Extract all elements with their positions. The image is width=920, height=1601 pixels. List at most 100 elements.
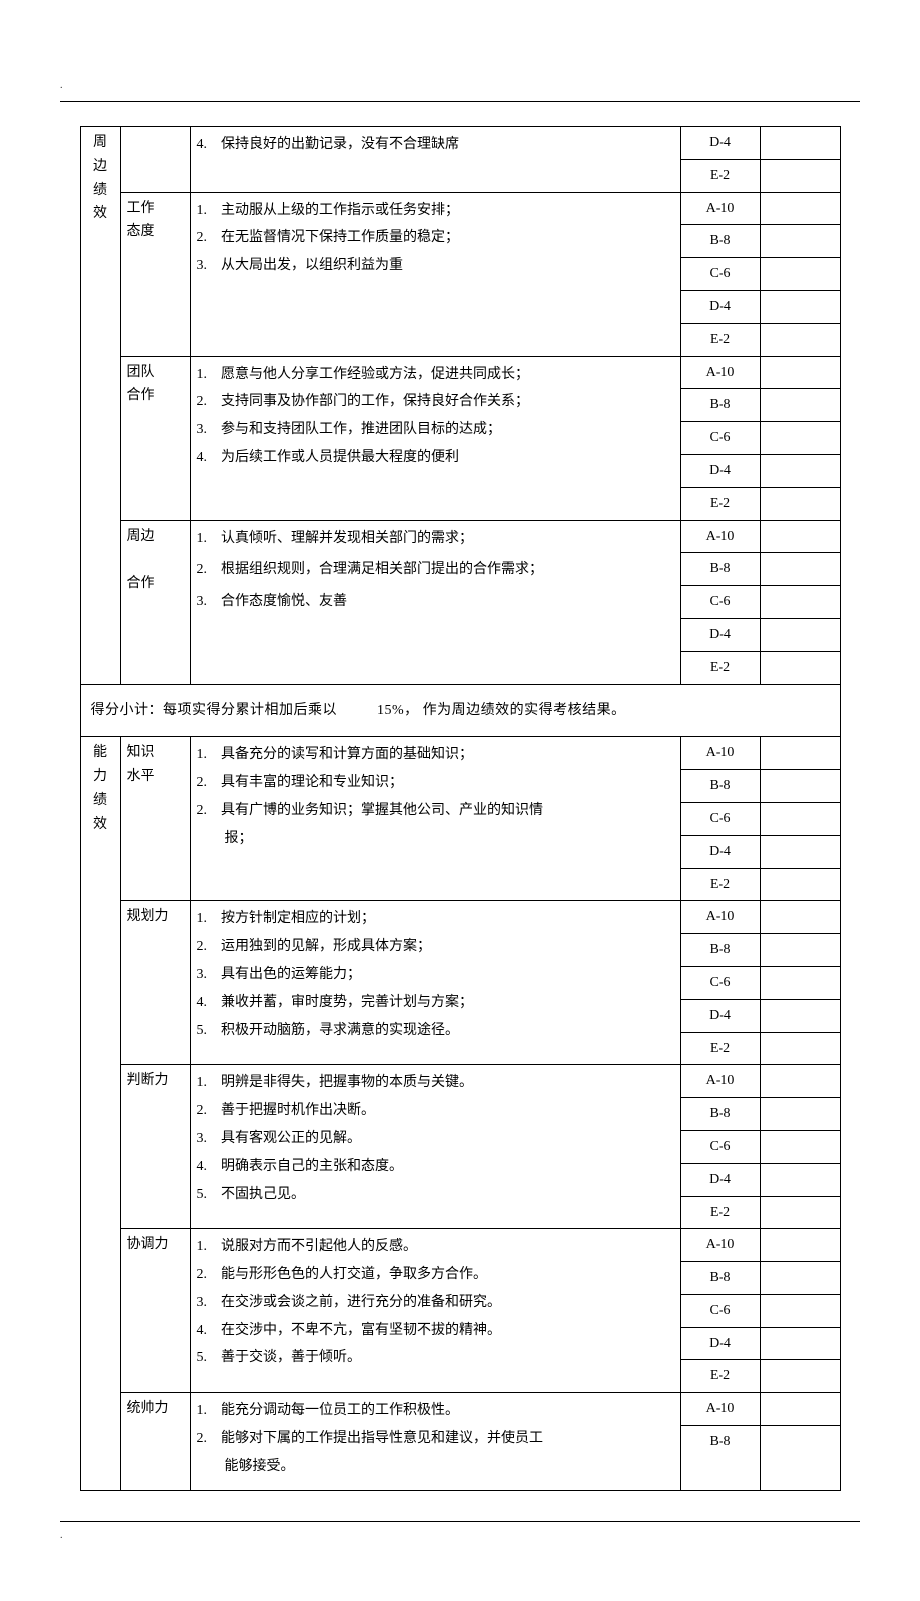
score-blank <box>760 999 840 1032</box>
table-row: 规划力1. 按方针制定相应的计划；2. 运用独到的见解，形成具体方案；3. 具有… <box>80 901 840 934</box>
grade-option: C-6 <box>680 422 760 455</box>
header-dot: . <box>60 80 920 91</box>
grade-option: D-4 <box>680 290 760 323</box>
category-label: 周边绩效 <box>80 127 120 685</box>
score-blank <box>760 835 840 868</box>
table-row: 周边绩效4. 保持良好的出勤记录，没有不合理缺席D-4 <box>80 127 840 160</box>
grade-option: B-8 <box>680 389 760 422</box>
grade-option: D-4 <box>680 1327 760 1360</box>
table-row: 协调力1. 说服对方而不引起他人的反感。2. 能与形形色色的人打交道，争取多方合… <box>80 1229 840 1262</box>
score-blank <box>760 901 840 934</box>
grade-option: B-8 <box>680 770 760 803</box>
subcategory-label: 统帅力 <box>120 1393 190 1490</box>
subcategory-label: 工作态度 <box>120 192 190 356</box>
grade-option: E-2 <box>680 868 760 901</box>
grade-option: E-2 <box>680 487 760 520</box>
subtotal-row: 得分小计：每项实得分累计相加后乘以15%， 作为周边绩效的实得考核结果。 <box>80 684 840 737</box>
document-page: . 周边绩效4. 保持良好的出勤记录，没有不合理缺席D-4E-2工作态度1. 主… <box>0 0 920 1601</box>
subcategory-label: 协调力 <box>120 1229 190 1393</box>
grade-option: C-6 <box>680 802 760 835</box>
grade-option: A-10 <box>680 737 760 770</box>
grade-option: D-4 <box>680 127 760 160</box>
score-blank <box>760 1065 840 1098</box>
score-blank <box>760 487 840 520</box>
score-blank <box>760 1032 840 1065</box>
grade-option: C-6 <box>680 258 760 291</box>
grade-option: A-10 <box>680 1229 760 1262</box>
grade-option: A-10 <box>680 356 760 389</box>
grade-option: A-10 <box>680 192 760 225</box>
table-row: 能力绩效知识水平1. 具备充分的读写和计算方面的基础知识；2. 具有丰富的理论和… <box>80 737 840 770</box>
score-blank <box>760 192 840 225</box>
criteria-description: 1. 按方针制定相应的计划；2. 运用独到的见解，形成具体方案；3. 具有出色的… <box>190 901 680 1065</box>
score-blank <box>760 225 840 258</box>
grade-option: C-6 <box>680 586 760 619</box>
assessment-table: 周边绩效4. 保持良好的出勤记录，没有不合理缺席D-4E-2工作态度1. 主动服… <box>80 126 841 1491</box>
criteria-description: 4. 保持良好的出勤记录，没有不合理缺席 <box>190 127 680 193</box>
grade-option: A-10 <box>680 1393 760 1426</box>
score-blank <box>760 1098 840 1131</box>
table-row: 判断力1. 明辨是非得失，把握事物的本质与关键。2. 善于把握时机作出决断。3.… <box>80 1065 840 1098</box>
score-blank <box>760 770 840 803</box>
grade-option: E-2 <box>680 1360 760 1393</box>
header-rule <box>60 101 860 102</box>
score-blank <box>760 127 840 160</box>
subcategory-label: 规划力 <box>120 901 190 1065</box>
subcategory-label <box>120 127 190 193</box>
score-blank <box>760 389 840 422</box>
grade-option: A-10 <box>680 1065 760 1098</box>
grade-option: B-8 <box>680 1426 760 1491</box>
grade-option: A-10 <box>680 520 760 553</box>
score-blank <box>760 1130 840 1163</box>
score-blank <box>760 1393 840 1426</box>
grade-option: E-2 <box>680 1196 760 1229</box>
score-blank <box>760 323 840 356</box>
score-blank <box>760 356 840 389</box>
score-blank <box>760 1294 840 1327</box>
grade-option: B-8 <box>680 1098 760 1131</box>
grade-option: E-2 <box>680 323 760 356</box>
table-row: 工作态度1. 主动服从上级的工作指示或任务安排；2. 在无监督情况下保持工作质量… <box>80 192 840 225</box>
score-blank <box>760 422 840 455</box>
grade-option: E-2 <box>680 651 760 684</box>
grade-option: C-6 <box>680 1130 760 1163</box>
criteria-description: 1. 愿意与他人分享工作经验或方法，促进共同成长；2. 支持同事及协作部门的工作… <box>190 356 680 520</box>
footer-dot: . <box>60 1530 920 1541</box>
grade-option: B-8 <box>680 225 760 258</box>
criteria-description: 1. 说服对方而不引起他人的反感。2. 能与形形色色的人打交道，争取多方合作。3… <box>190 1229 680 1393</box>
score-blank <box>760 1196 840 1229</box>
score-blank <box>760 258 840 291</box>
score-blank <box>760 618 840 651</box>
score-blank <box>760 737 840 770</box>
score-blank <box>760 520 840 553</box>
table-row: 团队合作1. 愿意与他人分享工作经验或方法，促进共同成长；2. 支持同事及协作部… <box>80 356 840 389</box>
criteria-description: 1. 具备充分的读写和计算方面的基础知识；2. 具有丰富的理论和专业知识；2. … <box>190 737 680 901</box>
score-blank <box>760 651 840 684</box>
grade-option: E-2 <box>680 159 760 192</box>
score-blank <box>760 586 840 619</box>
score-blank <box>760 1229 840 1262</box>
score-blank <box>760 966 840 999</box>
grade-option: A-10 <box>680 901 760 934</box>
score-blank <box>760 802 840 835</box>
grade-option: D-4 <box>680 999 760 1032</box>
category-label: 能力绩效 <box>80 737 120 1490</box>
score-blank <box>760 1163 840 1196</box>
score-blank <box>760 1262 840 1295</box>
criteria-description: 1. 明辨是非得失，把握事物的本质与关键。2. 善于把握时机作出决断。3. 具有… <box>190 1065 680 1229</box>
subcategory-label: 知识水平 <box>120 737 190 901</box>
score-blank <box>760 454 840 487</box>
table-row: 统帅力1. 能充分调动每一位员工的工作积极性。2. 能够对下属的工作提出指导性意… <box>80 1393 840 1426</box>
grade-option: E-2 <box>680 1032 760 1065</box>
grade-option: C-6 <box>680 966 760 999</box>
score-blank <box>760 159 840 192</box>
score-blank <box>760 1360 840 1393</box>
score-blank <box>760 1426 840 1491</box>
subcategory-label: 团队合作 <box>120 356 190 520</box>
score-blank <box>760 553 840 586</box>
table-row: 周边合作1. 认真倾听、理解并发现相关部门的需求；2. 根据组织规则，合理满足相… <box>80 520 840 553</box>
grade-option: D-4 <box>680 454 760 487</box>
grade-option: B-8 <box>680 934 760 967</box>
grade-option: B-8 <box>680 553 760 586</box>
grade-option: D-4 <box>680 618 760 651</box>
